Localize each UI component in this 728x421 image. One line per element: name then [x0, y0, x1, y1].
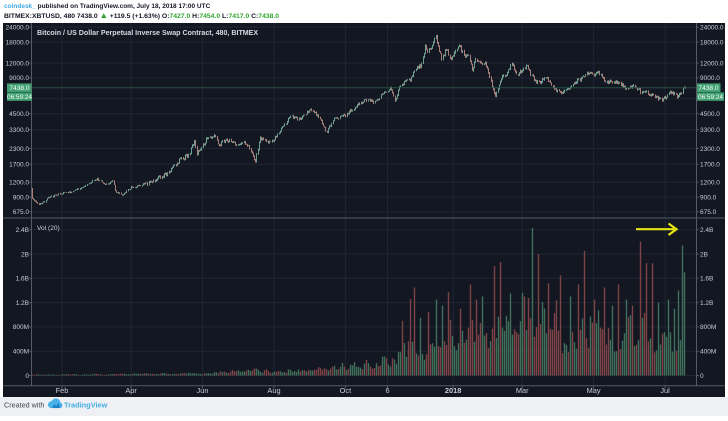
svg-text:2300.0: 2300.0	[9, 146, 29, 153]
svg-text:7438.0: 7438.0	[9, 85, 30, 92]
svg-text:Created with: Created with	[4, 401, 44, 410]
svg-text:Jun: Jun	[197, 386, 209, 395]
svg-text:7438.0: 7438.0	[698, 85, 719, 92]
svg-text:400M: 400M	[13, 349, 29, 356]
svg-text:9000.0: 9000.0	[700, 75, 720, 82]
svg-text:3300.0: 3300.0	[9, 127, 29, 134]
svg-text:0: 0	[25, 373, 29, 380]
svg-text:1.6B: 1.6B	[700, 276, 713, 283]
svg-text:24000.0: 24000.0	[700, 24, 724, 31]
svg-text:1700.0: 1700.0	[700, 161, 720, 168]
svg-text:TradingView: TradingView	[64, 401, 108, 410]
svg-text:900.0: 900.0	[700, 194, 717, 201]
svg-text:Oct: Oct	[340, 386, 352, 395]
svg-text:Jul: Jul	[660, 386, 670, 395]
svg-text:1200.0: 1200.0	[9, 180, 29, 187]
svg-text:Vol (20): Vol (20)	[37, 225, 60, 232]
svg-text:May: May	[587, 386, 601, 395]
svg-text:Feb: Feb	[56, 386, 69, 395]
svg-text:1.2B: 1.2B	[16, 300, 29, 307]
svg-text:1700.0: 1700.0	[9, 161, 29, 168]
svg-text:Aug: Aug	[267, 386, 280, 395]
svg-text:18000.0: 18000.0	[6, 39, 30, 46]
svg-text:900.0: 900.0	[13, 194, 30, 201]
svg-text:2.4B: 2.4B	[16, 227, 29, 234]
svg-text:675.0: 675.0	[13, 209, 30, 216]
svg-text:400M: 400M	[700, 349, 716, 356]
svg-text:Mar: Mar	[516, 386, 529, 395]
svg-text:675.0: 675.0	[700, 209, 717, 216]
svg-text:06:59:24: 06:59:24	[698, 94, 723, 101]
svg-text:1.6B: 1.6B	[16, 276, 29, 283]
svg-text:Bitcoin / US Dollar Perpetual: Bitcoin / US Dollar Perpetual Inverse Sw…	[37, 29, 258, 37]
svg-text:2B: 2B	[21, 251, 29, 258]
svg-text:3300.0: 3300.0	[700, 127, 720, 134]
svg-text:4500.0: 4500.0	[700, 111, 720, 118]
svg-text:2B: 2B	[700, 251, 708, 258]
svg-text:6: 6	[385, 386, 389, 395]
svg-text:Apr: Apr	[125, 386, 137, 395]
svg-text:BITMEX:XBTUSD, 480 7438.0 ▲ +: BITMEX:XBTUSD, 480 7438.0 ▲ +119.5 (+1.6…	[4, 10, 279, 20]
svg-text:18000.0: 18000.0	[700, 39, 724, 46]
svg-text:06:59:24: 06:59:24	[7, 94, 32, 101]
svg-text:12000.0: 12000.0	[700, 60, 724, 67]
svg-text:2018: 2018	[445, 386, 461, 395]
svg-text:1.2B: 1.2B	[700, 300, 713, 307]
svg-text:2300.0: 2300.0	[700, 146, 720, 153]
svg-text:0: 0	[700, 373, 704, 380]
svg-text:coindesk_ published on Trading: coindesk_ published on TradingView.com, …	[4, 3, 211, 10]
svg-text:4500.0: 4500.0	[9, 111, 29, 118]
svg-text:24000.0: 24000.0	[6, 24, 30, 31]
svg-text:1200.0: 1200.0	[700, 180, 720, 187]
svg-text:800M: 800M	[700, 324, 716, 331]
svg-text:12000.0: 12000.0	[6, 60, 30, 67]
svg-text:800M: 800M	[13, 324, 29, 331]
svg-text:2.4B: 2.4B	[700, 227, 713, 234]
svg-text:9000.0: 9000.0	[9, 75, 29, 82]
